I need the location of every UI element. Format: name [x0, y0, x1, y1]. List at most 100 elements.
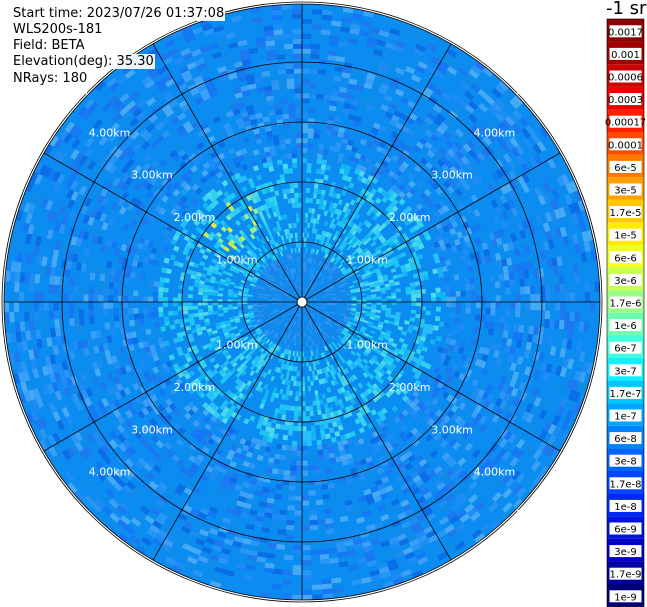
range-gate [318, 326, 323, 331]
range-gate [353, 269, 359, 274]
range-gate [278, 293, 284, 296]
range-gate [302, 316, 304, 322]
range-gate [266, 266, 271, 271]
range-gate [274, 345, 279, 351]
range-gate [343, 328, 349, 333]
range-gate [231, 337, 238, 342]
range-gate [218, 287, 224, 291]
range-gate [320, 307, 326, 310]
range-gate [369, 284, 375, 288]
range-gate [350, 255, 356, 261]
range-gate [279, 290, 285, 294]
range-gate [324, 242, 329, 248]
range-gate [250, 319, 256, 323]
colorbar-label: 1e-8 [614, 502, 637, 513]
range-gate [220, 323, 227, 329]
range-gate [336, 295, 342, 298]
range-gate [311, 286, 316, 291]
range-gate [307, 326, 310, 332]
range-gate [236, 366, 243, 373]
range-gate [282, 297, 288, 300]
range-gate [255, 236, 261, 242]
range-gate [321, 295, 327, 298]
range-gate [362, 372, 369, 379]
range-gate [290, 248, 294, 254]
range-gate [391, 295, 397, 299]
range-gate [314, 309, 319, 314]
range-gate [304, 287, 307, 293]
range-gate [335, 255, 341, 261]
range-gate [273, 308, 279, 311]
range-gate [266, 273, 272, 278]
range-gate [217, 299, 223, 302]
range-gate [308, 336, 311, 342]
range-gate [366, 306, 372, 310]
range-gate [360, 310, 366, 314]
range-gate [267, 252, 272, 258]
range-gate [366, 297, 372, 300]
range-gate [288, 296, 293, 299]
range-gate [320, 262, 325, 268]
range-gate [341, 217, 347, 224]
range-gate [344, 218, 350, 225]
range-gate [212, 343, 219, 349]
range-gate [370, 289, 376, 293]
range-gate [334, 312, 340, 316]
range-gate [306, 303, 312, 306]
range-gate [295, 305, 300, 310]
range-gate [303, 311, 305, 317]
range-gate [323, 377, 329, 384]
range-gate [321, 368, 325, 374]
range-gate [296, 336, 299, 342]
range-gate [304, 306, 308, 311]
range-gate [316, 369, 320, 375]
colorbar-label: 0.0006 [608, 73, 643, 84]
range-gate [274, 392, 280, 399]
range-gate [287, 287, 292, 292]
range-gate [340, 308, 346, 312]
range-gate [241, 370, 247, 377]
range-gate [283, 306, 288, 309]
range-gate [254, 285, 260, 289]
range-gate [385, 310, 391, 315]
range-gate [360, 237, 367, 244]
range-gate [273, 266, 278, 272]
range-gate [250, 364, 256, 371]
range-gate [238, 260, 245, 266]
range-gate [331, 306, 337, 308]
range-gate [311, 303, 317, 305]
range-gate [308, 365, 312, 372]
range-gate [290, 319, 294, 325]
range-gate [203, 288, 209, 293]
range-gate [312, 288, 317, 292]
range-gate [247, 341, 253, 347]
range-gate [306, 341, 309, 347]
range-gate [268, 292, 274, 295]
range-gate [308, 320, 311, 326]
range-gate [372, 346, 378, 352]
range-gate [298, 306, 301, 312]
range-gate [227, 294, 233, 298]
range-gate [391, 302, 397, 306]
range-gate [268, 251, 273, 257]
range-gate [310, 279, 314, 285]
range-gate [270, 286, 276, 290]
range-gate [311, 228, 315, 234]
range-gate [384, 283, 390, 288]
range-gate [273, 332, 278, 338]
range-gate [311, 297, 317, 300]
range-gate [309, 253, 313, 259]
range-gate [329, 212, 335, 218]
range-gate [253, 265, 259, 270]
range-gate [275, 264, 280, 270]
range-gate [287, 304, 293, 307]
range-gate [298, 282, 300, 288]
range-gate [341, 268, 347, 273]
range-gate [304, 262, 307, 268]
range-gate [277, 306, 283, 308]
range-gate [283, 214, 288, 220]
range-gate [367, 264, 374, 270]
range-gate [317, 286, 323, 291]
range-gate [349, 376, 355, 382]
range-gate [255, 263, 261, 269]
